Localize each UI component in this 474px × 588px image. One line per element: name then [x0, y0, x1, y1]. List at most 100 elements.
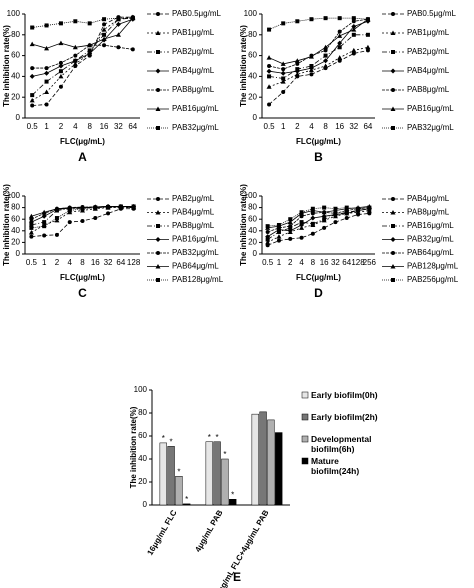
x-tick-label: 1: [277, 258, 282, 267]
data-point: [87, 42, 93, 48]
data-point: [351, 51, 356, 56]
x-tick-label: 0.5: [26, 258, 38, 267]
y-axis-title: The inhibition rate(%): [2, 25, 11, 107]
data-point: [323, 58, 329, 64]
series-line: [31, 17, 133, 96]
data-point: [299, 210, 304, 215]
series-line: [268, 50, 369, 105]
data-point: [28, 219, 34, 225]
data-point: [337, 58, 342, 63]
bar: [251, 413, 259, 506]
data-point: [344, 205, 349, 210]
legend-marker: [390, 237, 396, 242]
legend-label: PAB128μg/mL: [407, 262, 459, 271]
y-axis-title: The inhibition rate(%): [2, 184, 11, 266]
legend-marker: [156, 197, 160, 201]
data-point: [265, 239, 271, 245]
data-point: [280, 70, 286, 76]
y-tick-label: 60: [248, 51, 257, 60]
data-point: [87, 51, 93, 57]
data-point: [266, 84, 272, 89]
data-point: [102, 17, 107, 22]
data-point: [102, 22, 107, 27]
legend-marker: [156, 12, 160, 16]
data-point: [44, 89, 50, 94]
data-point: [276, 223, 281, 227]
series-line: [32, 18, 133, 77]
data-point: [54, 232, 59, 237]
x-tick-label: 16: [91, 258, 100, 267]
data-point: [73, 19, 78, 24]
data-point: [299, 225, 305, 230]
data-point: [102, 43, 107, 48]
legend-label: PAB256μg/mL: [407, 275, 459, 284]
data-point: [299, 220, 304, 225]
y-tick-label: 100: [134, 385, 148, 394]
legend-label: PAB8μg/mL: [407, 208, 450, 217]
x-tick-label: 16: [100, 122, 109, 131]
data-point: [267, 102, 272, 107]
data-point: [80, 218, 85, 223]
legend-label: PAB16μg/mL: [407, 104, 454, 113]
legend-label: PAB32μg/mL: [172, 123, 219, 132]
legend-label: PAB2μg/mL: [172, 194, 215, 203]
data-point: [267, 27, 272, 32]
y-tick-label: 20: [248, 92, 257, 101]
series-line: [267, 208, 370, 240]
data-point: [281, 21, 286, 26]
legend-marker: [391, 278, 395, 282]
data-point: [337, 45, 342, 50]
data-point: [333, 220, 338, 225]
data-point: [116, 45, 121, 50]
data-point: [93, 205, 98, 210]
data-point: [73, 53, 78, 58]
x-tick-label: 64: [363, 122, 372, 131]
bar: [229, 499, 237, 506]
data-point: [281, 90, 286, 94]
legend-marker: [155, 264, 161, 269]
x-tick-label: 128: [351, 258, 365, 267]
data-point: [267, 74, 272, 79]
data-point: [295, 61, 300, 66]
significance-mark: *: [208, 433, 211, 442]
data-point: [72, 44, 78, 50]
data-point: [267, 64, 272, 68]
data-point: [351, 23, 357, 29]
data-point: [101, 36, 107, 41]
data-point: [294, 71, 300, 77]
legend-marker: [391, 251, 395, 255]
legend-marker: [156, 224, 160, 228]
x-tick-label: 16μg/mL FLC+4μg/mL PAB: [212, 508, 271, 588]
series-line: [31, 16, 133, 101]
legend-marker: [390, 106, 396, 111]
x-tick-label: 0.5: [262, 258, 274, 267]
legend-swatch: [301, 457, 309, 465]
data-point: [337, 29, 342, 34]
panel-label: A: [78, 150, 87, 164]
data-point: [87, 48, 92, 53]
legend-label: PAB1μg/mL: [172, 28, 215, 37]
legend-label: Early biofilm(2h): [311, 412, 378, 422]
data-point: [276, 234, 282, 239]
legend-marker: [391, 12, 395, 16]
y-tick-label: 0: [16, 249, 21, 258]
y-tick-label: 80: [11, 30, 20, 39]
significance-mark: *: [162, 434, 165, 443]
y-tick-label: 60: [248, 214, 257, 223]
data-point: [288, 236, 293, 241]
series-line: [267, 207, 370, 233]
data-point: [323, 16, 328, 21]
x-tick-label: 16μg/mL FLC: [145, 508, 178, 556]
legend-label: PAB2μg/mL: [407, 47, 450, 56]
data-point: [93, 216, 98, 221]
legend-marker: [156, 251, 160, 255]
y-tick-label: 80: [248, 203, 257, 212]
bar: [213, 441, 221, 506]
data-point: [322, 217, 327, 222]
data-point: [351, 32, 356, 37]
data-point: [58, 40, 64, 46]
legend-label: PAB64μg/mL: [407, 248, 454, 257]
data-point: [54, 206, 60, 211]
x-tick-label: 4μg/mL PAB: [193, 508, 224, 553]
